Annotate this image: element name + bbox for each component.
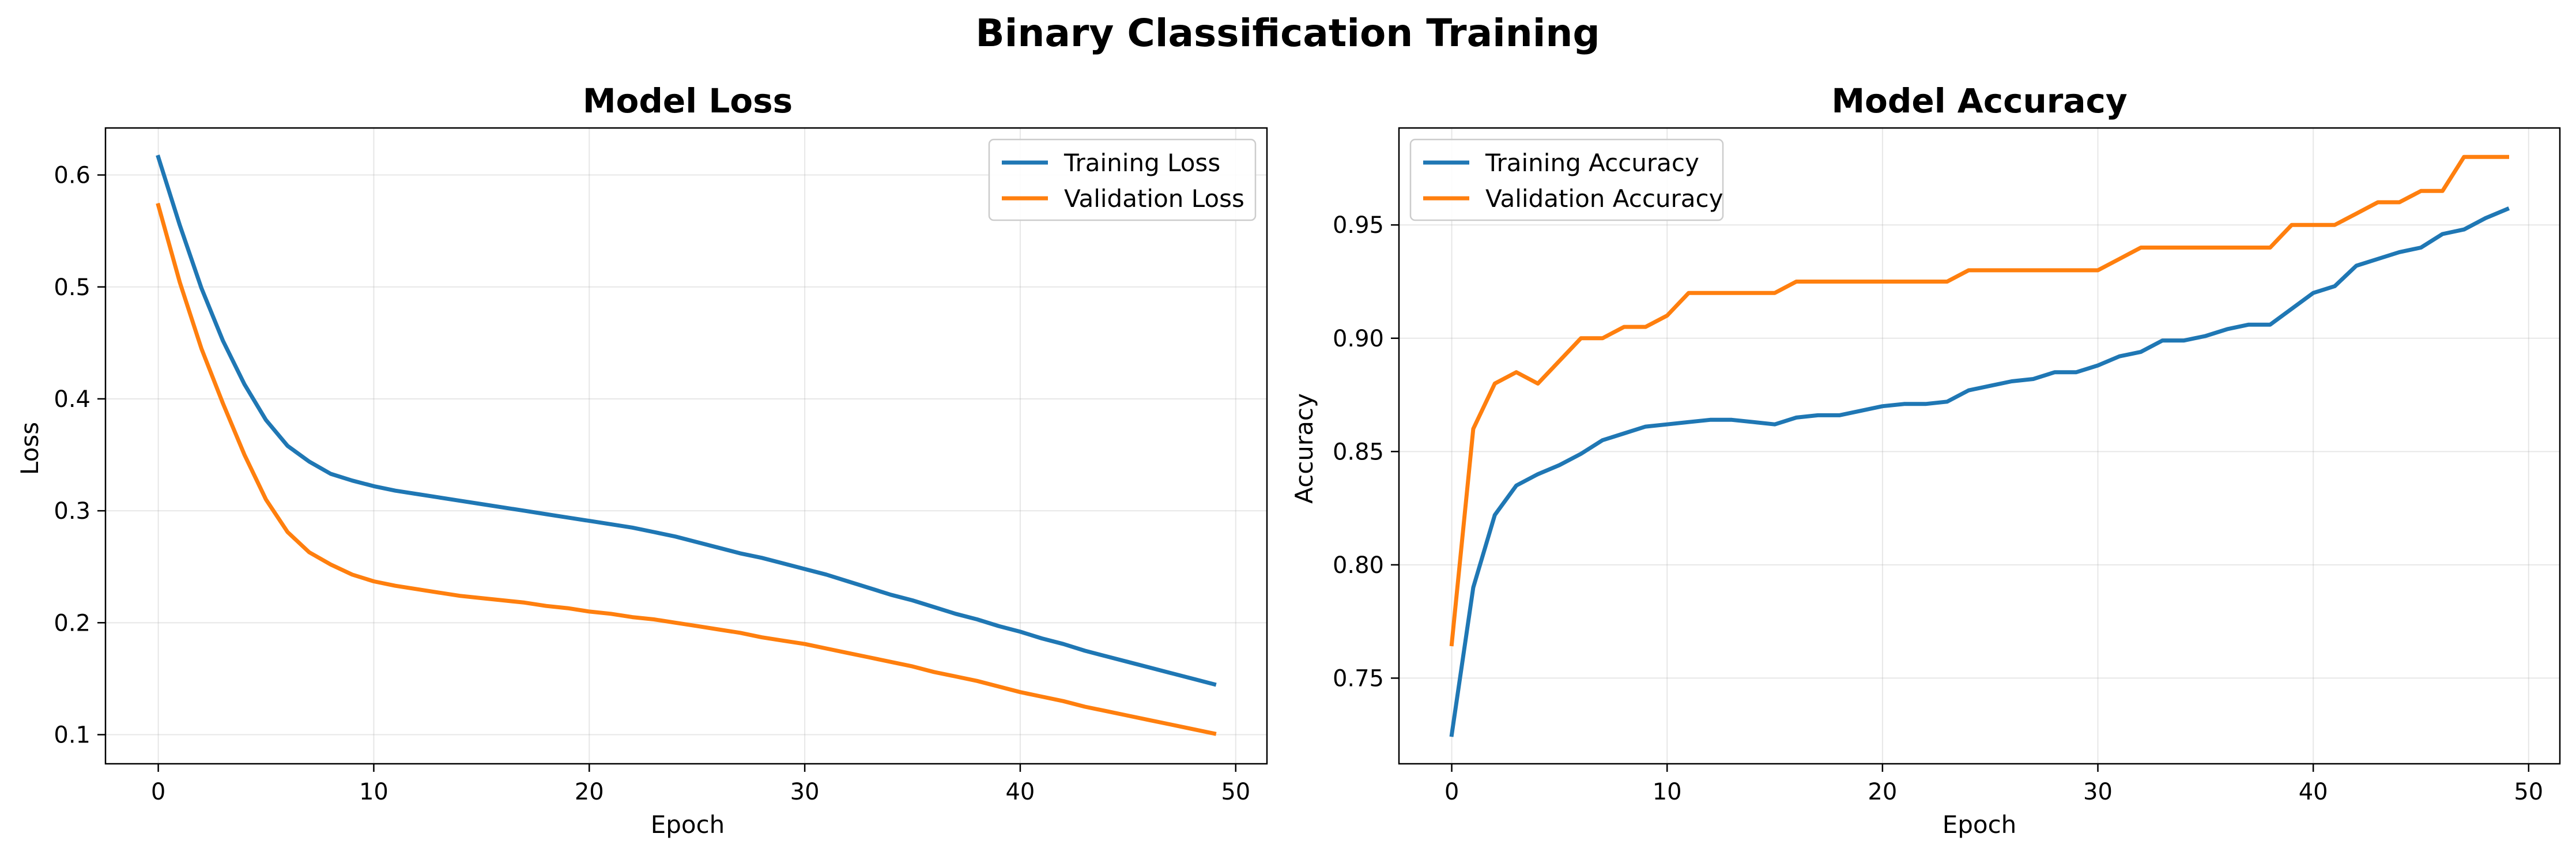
accuracy-y-tick-label: 0.75: [1333, 665, 1384, 692]
accuracy-y-tick-label: 0.85: [1333, 439, 1384, 465]
accuracy-x-axis-label: Epoch: [1943, 810, 2017, 839]
accuracy-x-tick-label: 0: [1444, 779, 1459, 805]
loss-panel: Model Loss Epoch Loss 0 10 20 30 40 50 0.1 0.2 0…: [16, 81, 1268, 839]
accuracy-x-tick-label: 10: [1653, 779, 1682, 805]
loss-y-tick-label: 0.6: [54, 163, 90, 189]
accuracy-series-line-validation-accuracy: [1449, 154, 2509, 647]
accuracy-y-tick-label: 0.90: [1333, 326, 1384, 352]
accuracy-y-tick-label: 0.95: [1333, 212, 1384, 239]
accuracy-y-tick-label: 0.80: [1333, 552, 1384, 579]
loss-series-line-training-loss: [156, 154, 1217, 687]
loss-chart-title: Model Loss: [583, 81, 793, 120]
accuracy-legend-label: Validation Accuracy: [1485, 184, 1723, 213]
accuracy-plot-frame: [1398, 127, 2561, 765]
loss-x-tick-label: 30: [790, 779, 820, 805]
loss-x-tick-label: 20: [575, 779, 604, 805]
accuracy-legend-label: Training Accuracy: [1485, 149, 1699, 177]
accuracy-legend: [1409, 138, 1724, 221]
loss-legend-label: Validation Loss: [1064, 184, 1244, 213]
loss-x-tick-label: 10: [359, 779, 389, 805]
loss-x-tick-label: 50: [1221, 779, 1250, 805]
accuracy-x-tick-label: 50: [2514, 779, 2543, 805]
accuracy-series-line-training-accuracy: [1449, 206, 2510, 737]
accuracy-y-axis-label: Accuracy: [1290, 393, 1318, 504]
loss-y-tick-label: 0.1: [54, 722, 90, 749]
loss-plot-frame: [104, 127, 1268, 765]
loss-series-line-validation-loss: [156, 202, 1217, 736]
loss-y-axis-label: Loss: [16, 422, 44, 475]
accuracy-chart-title: Model Accuracy: [1831, 81, 2127, 120]
loss-x-tick-label: 0: [151, 779, 165, 805]
accuracy-x-tick-label: 20: [1868, 779, 1897, 805]
loss-legend: [988, 138, 1257, 221]
loss-y-tick-label: 0.4: [54, 386, 90, 413]
loss-y-tick-label: 0.3: [54, 498, 90, 525]
loss-legend-label: Training Loss: [1063, 149, 1220, 177]
accuracy-x-tick-label: 40: [2299, 779, 2328, 805]
figure-title: Binary Classification Training: [975, 11, 1600, 55]
loss-x-tick-label: 40: [1005, 779, 1035, 805]
accuracy-x-tick-label: 30: [2083, 779, 2113, 805]
loss-x-axis-label: Epoch: [651, 810, 725, 839]
loss-y-tick-label: 0.5: [54, 274, 90, 301]
loss-y-tick-label: 0.2: [54, 610, 90, 636]
accuracy-panel: Model Accuracy Epoch Accuracy 0 10 20 30 40 5…: [1290, 81, 2561, 839]
